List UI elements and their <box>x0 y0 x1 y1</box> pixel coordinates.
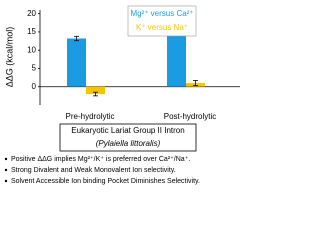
error-bar <box>93 91 98 97</box>
bullet-text: Strong Divalent and Weak Monovalent Ion … <box>11 167 176 174</box>
y-tick-label: 5 <box>32 64 37 73</box>
caption-subtitle: (Pylaiella littoralis) <box>96 139 161 148</box>
y-tick-label: 0 <box>32 82 37 91</box>
bullet-text: Positive ΔΔG implies Mg²⁺/K⁺ is preferre… <box>11 156 190 163</box>
legend-entry: Mg²⁺ versus Ca²⁺ <box>130 9 193 18</box>
y-axis-label: ΔΔG (kcal/mol) <box>4 27 14 88</box>
x-tick-label: Post-hydrolytic <box>164 112 216 121</box>
bar <box>86 86 105 95</box>
chart: ΔΔG (kcal/mol) Eukaryotic Lariat Group I… <box>4 5 240 185</box>
bullet-dot <box>4 168 8 172</box>
caption-box <box>59 123 197 152</box>
x-tick-label: Pre-hydrolytic <box>66 112 115 121</box>
y-tick-label: 20 <box>27 9 36 18</box>
legend-box <box>127 5 197 37</box>
y-tick-label: 15 <box>27 27 36 36</box>
bullet-text: Solvent Accessible Ion binding Pocket Di… <box>11 178 200 185</box>
legend-entry: K⁺ versus Na⁺ <box>136 23 188 32</box>
bullet-dot <box>4 157 8 161</box>
y-tick-label: 10 <box>27 45 36 54</box>
bar <box>67 38 86 87</box>
error-bar <box>74 35 79 42</box>
bullet-dot <box>4 179 8 183</box>
caption-title: Eukaryotic Lariat Group II Intron <box>71 126 184 135</box>
error-bar <box>193 80 198 87</box>
